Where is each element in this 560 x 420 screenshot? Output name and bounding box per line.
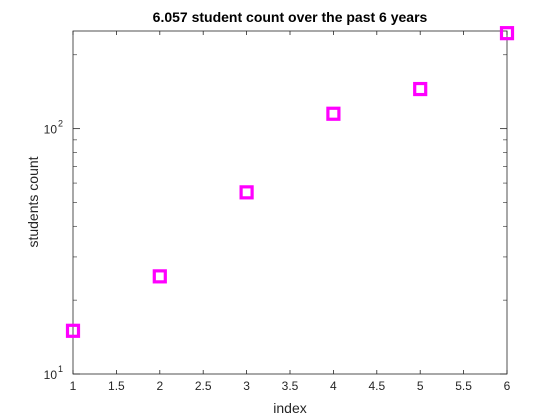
x-tick-label: 1 — [70, 379, 77, 393]
y-axis-label: students count — [25, 156, 41, 247]
data-point-marker — [413, 81, 428, 97]
x-tick-label: 2.5 — [195, 379, 212, 393]
x-tick-label: 4.5 — [368, 379, 385, 393]
y-tick-exponent: 2 — [58, 119, 63, 129]
x-tick-label: 6 — [504, 379, 511, 393]
chart-title: 6.057 student count over the past 6 year… — [153, 9, 428, 25]
data-point-marker — [65, 323, 81, 338]
y-tick-exponent: 1 — [58, 364, 63, 374]
x-tick-label: 3 — [243, 379, 250, 393]
data-point-marker — [239, 185, 254, 200]
data-points — [65, 26, 515, 338]
y-minor-ticks — [73, 54, 507, 301]
x-tick-label: 1.5 — [108, 379, 125, 393]
x-axis-ticks: 1 1.5 2 2.5 3 3.5 4 4.5 5 5.5 6 — [70, 31, 511, 393]
x-tick-label: 5 — [417, 379, 424, 393]
data-point-marker — [499, 26, 515, 41]
x-tick-label: 2 — [156, 379, 163, 393]
x-tick-label: 4 — [330, 379, 337, 393]
x-tick-label: 5.5 — [455, 379, 472, 393]
data-point-marker — [326, 106, 341, 121]
x-axis-label: index — [273, 400, 306, 416]
y-tick-label: 10 — [44, 368, 58, 382]
x-tick-label: 3.5 — [282, 379, 299, 393]
data-point-marker — [152, 269, 167, 284]
plot-area — [72, 30, 508, 375]
y-tick-label: 10 — [44, 123, 58, 137]
